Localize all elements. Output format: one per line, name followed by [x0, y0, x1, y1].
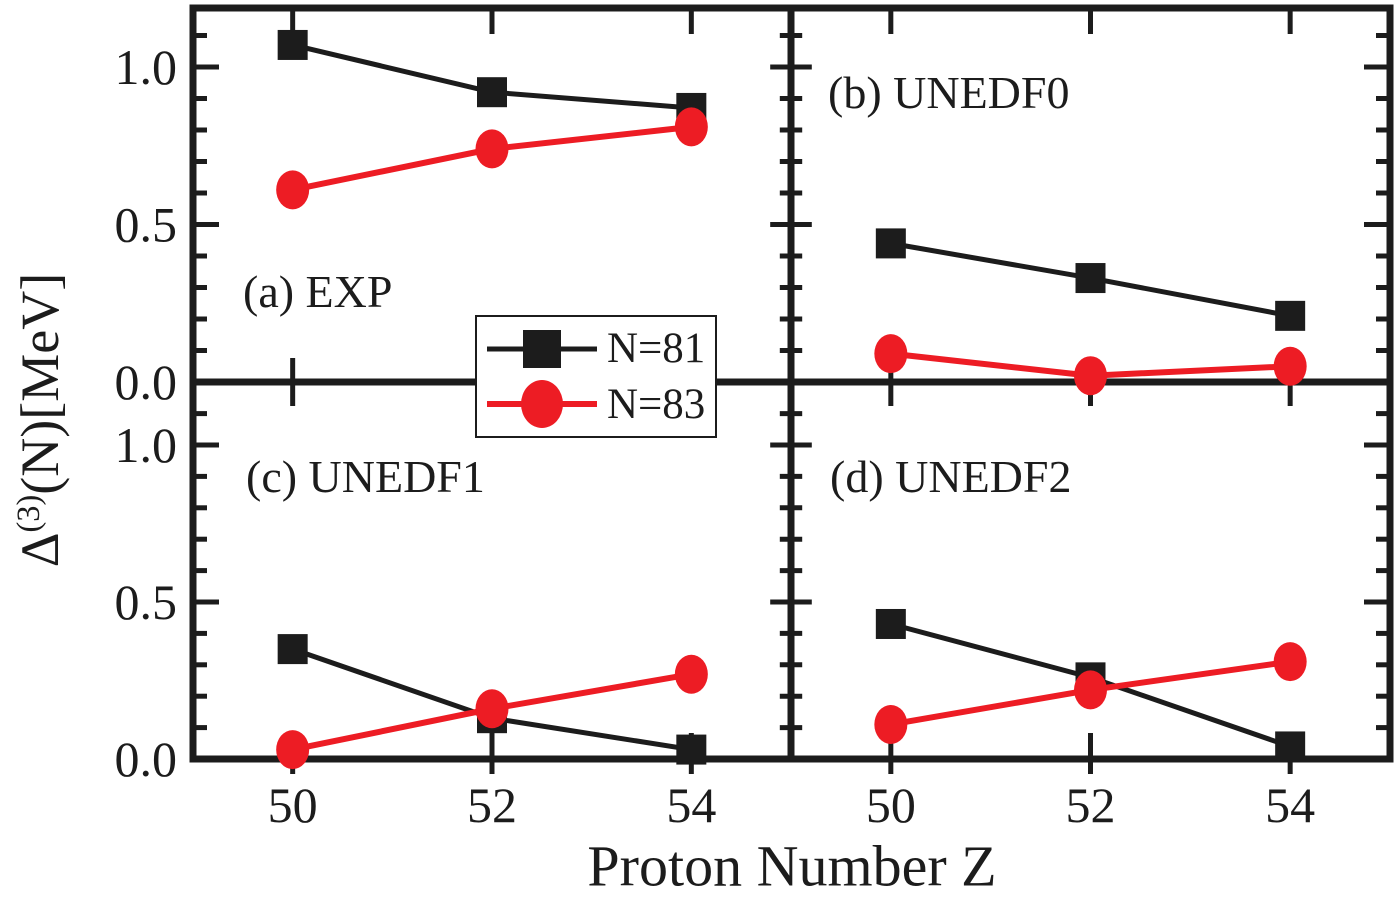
y-axis-label-superscript: (3)	[11, 494, 47, 533]
data-marker-circle-panel-b	[1074, 356, 1107, 396]
y-axis-label-units: (N)[MeV]	[10, 272, 70, 495]
data-marker-circle-panel-a	[475, 129, 509, 169]
legend-circle-marker-icon	[487, 380, 597, 429]
x-tick-label: 52	[467, 777, 517, 833]
data-marker-square-panel-c	[676, 734, 707, 765]
legend-label-n83: N=83	[607, 380, 706, 428]
y-tick-label: 0.0	[115, 354, 178, 410]
data-marker-square-panel-a	[477, 77, 507, 108]
data-marker-circle-panel-a	[674, 107, 708, 147]
data-marker-square-panel-c	[277, 634, 308, 665]
x-tick-label: 52	[1066, 777, 1116, 833]
panel-label-d-unedf2: (d) UNEDF2	[830, 451, 1072, 502]
y-tick-label: 1.0	[115, 39, 178, 95]
data-marker-circle-panel-a	[276, 170, 310, 210]
data-marker-circle-panel-d	[874, 704, 908, 744]
data-marker-circle-panel-d	[1074, 670, 1107, 710]
x-tick-label: 54	[666, 777, 716, 833]
data-marker-square-panel-d	[875, 608, 906, 639]
y-tick-label: 0.5	[115, 574, 178, 630]
legend-row-n83: N=83	[483, 378, 715, 430]
x-tick-label: 54	[1265, 777, 1315, 833]
data-marker-circle-panel-d	[1273, 642, 1307, 682]
y-tick-label: 1.0	[115, 417, 178, 473]
data-marker-square-panel-b	[1275, 300, 1306, 331]
legend-circle-n83	[521, 380, 563, 429]
data-marker-square-panel-b	[875, 228, 906, 259]
y-axis-label: Δ(3)(N)[MeV]	[9, 273, 71, 567]
legend-square-marker-icon	[487, 329, 597, 368]
data-marker-square-panel-d	[1275, 731, 1306, 762]
y-tick-label: 0.5	[115, 197, 178, 253]
y-tick-label: 0.0	[115, 731, 178, 787]
x-tick-label: 50	[268, 777, 318, 833]
data-marker-square-panel-b	[1075, 263, 1106, 294]
y-axis-label-delta: Δ	[10, 532, 70, 568]
data-marker-circle-panel-b	[874, 334, 908, 374]
data-marker-circle-panel-c	[475, 689, 509, 729]
data-marker-circle-panel-c	[276, 730, 310, 770]
legend-label-n81: N=81	[607, 325, 706, 373]
data-marker-circle-panel-c	[674, 654, 708, 694]
data-marker-square-panel-a	[277, 29, 308, 60]
legend-row-n81: N=81	[483, 323, 715, 375]
panel-label-a-exp: (a) EXP	[243, 266, 393, 317]
legend-square-n81	[523, 329, 561, 368]
panel-label-c-unedf1: (c) UNEDF1	[246, 451, 485, 502]
legend-box: N=81 N=83	[475, 315, 717, 438]
data-marker-circle-panel-b	[1273, 346, 1307, 386]
x-tick-label: 50	[866, 777, 916, 833]
x-axis-title: Proton Number Z	[587, 833, 997, 899]
panel-label-b-unedf0: (b) UNEDF0	[828, 67, 1070, 118]
